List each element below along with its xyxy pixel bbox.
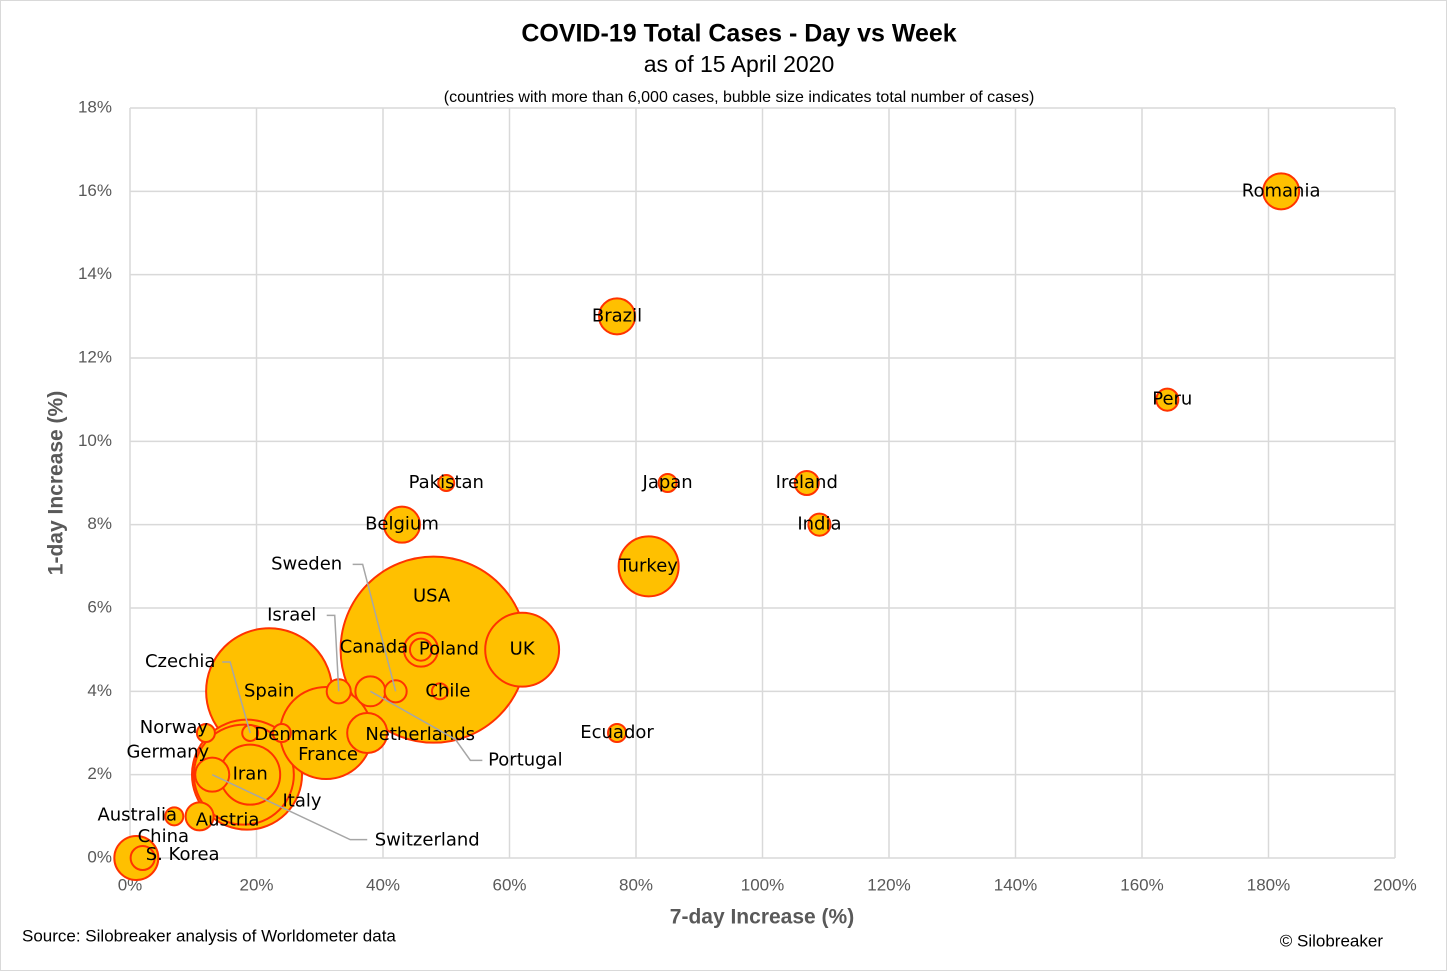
- y-axis-label: 1-day Increase (%): [45, 391, 68, 575]
- data-label: USA: [413, 586, 451, 607]
- x-tick-label: 40%: [366, 875, 400, 894]
- leader-line: [352, 563, 397, 692]
- data-label: Canada: [340, 637, 409, 658]
- bubble: [164, 806, 185, 827]
- data-label: S. Korea: [146, 844, 220, 865]
- x-tick-label: 20%: [239, 875, 273, 894]
- bubble: [617, 535, 680, 598]
- bubble: [598, 297, 637, 336]
- data-label: Iran: [233, 764, 268, 785]
- leader-line: [222, 661, 251, 734]
- data-label: Brazil: [592, 305, 642, 326]
- x-axis-label: 7-day Increase (%): [670, 906, 854, 929]
- y-tick-label: 6%: [87, 597, 112, 616]
- x-tick-label: 160%: [1120, 875, 1163, 894]
- data-label: UK: [510, 639, 536, 660]
- y-tick-label: 12%: [78, 347, 112, 366]
- y-tick-label: 8%: [87, 514, 112, 533]
- bubble: [408, 637, 433, 662]
- grid: 0%2%4%6%8%10%12%14%16%18%0% 20% 40% 60% 80% 1…: [78, 97, 1417, 894]
- y-tick-label: 0%: [87, 847, 112, 866]
- data-label: Austria: [196, 809, 260, 830]
- bubble: [354, 675, 387, 708]
- x-tick-label: 140%: [994, 875, 1037, 894]
- bubble: [484, 611, 561, 688]
- data-label: Chile: [425, 680, 470, 701]
- data-label: China: [138, 826, 189, 847]
- data-label: Norway: [140, 717, 209, 738]
- bubble: [1155, 387, 1180, 412]
- data-label: Turkey: [618, 555, 678, 576]
- y-tick-label: 2%: [87, 764, 112, 783]
- y-tick-label: 10%: [78, 431, 112, 450]
- bubble: [184, 801, 215, 832]
- data-label: Italy: [282, 791, 321, 812]
- leader-line: [326, 614, 340, 692]
- y-tick-label: 18%: [78, 97, 112, 116]
- copyright: © Silobreaker: [1280, 931, 1384, 950]
- data-label: Czechia: [145, 651, 215, 672]
- data-label: Spain: [244, 680, 294, 701]
- chart-subtitle: as of 15 April 2020: [644, 51, 835, 77]
- data-label: Australia: [97, 804, 177, 825]
- y-tick-label: 14%: [78, 264, 112, 283]
- x-tick-label: 180%: [1247, 875, 1290, 894]
- bubble: [1262, 172, 1301, 211]
- data-label: Pakistan: [409, 472, 484, 493]
- data-label: Portugal: [488, 749, 563, 770]
- bubble: [430, 682, 449, 701]
- bubble: [437, 474, 456, 492]
- bubble: [195, 722, 216, 744]
- leader-line: [211, 773, 368, 841]
- x-tick-label: 80%: [619, 875, 653, 894]
- data-label: Netherlands: [365, 724, 475, 745]
- data-label: Peru: [1152, 389, 1192, 410]
- data-label: Sweden: [271, 553, 342, 574]
- bubble: [271, 722, 292, 744]
- data-label: Ecuador: [580, 722, 654, 743]
- x-tick-label: 120%: [867, 875, 910, 894]
- x-tick-label: 200%: [1373, 875, 1416, 894]
- y-tick-label: 16%: [78, 181, 112, 200]
- x-tick-label: 60%: [492, 875, 526, 894]
- data-label: Israel: [267, 604, 316, 625]
- bubble: [807, 512, 832, 537]
- data-label: France: [298, 744, 358, 765]
- bubble: [382, 505, 421, 544]
- data-label: Denmark: [254, 724, 337, 745]
- bubbles: [113, 172, 1301, 881]
- data-label: India: [797, 514, 841, 535]
- data-label: Switzerland: [375, 830, 480, 851]
- source-note: Source: Silobreaker analysis of Worldome…: [22, 926, 396, 945]
- data-label: Ireland: [776, 472, 838, 493]
- chart-note: (countries with more than 6,000 cases, b…: [444, 89, 1035, 106]
- leader-line: [369, 690, 483, 762]
- labels: USA Spain Italy Germany France UK Iran Turkey Ch…: [97, 180, 1320, 865]
- bubble: [793, 469, 820, 497]
- chart-title: COVID-19 Total Cases - Day vs Week: [521, 20, 956, 48]
- bubble: [607, 722, 628, 744]
- data-label: Poland: [419, 639, 479, 660]
- bubble: [657, 472, 678, 494]
- bubble: [346, 711, 389, 755]
- data-label: Belgium: [365, 514, 439, 535]
- bubble: [129, 844, 156, 872]
- data-label: Germany: [126, 742, 209, 763]
- data-label: Romania: [1242, 180, 1321, 201]
- y-tick-label: 4%: [87, 681, 112, 700]
- data-label: Japan: [642, 472, 693, 493]
- x-tick-label: 100%: [741, 875, 784, 894]
